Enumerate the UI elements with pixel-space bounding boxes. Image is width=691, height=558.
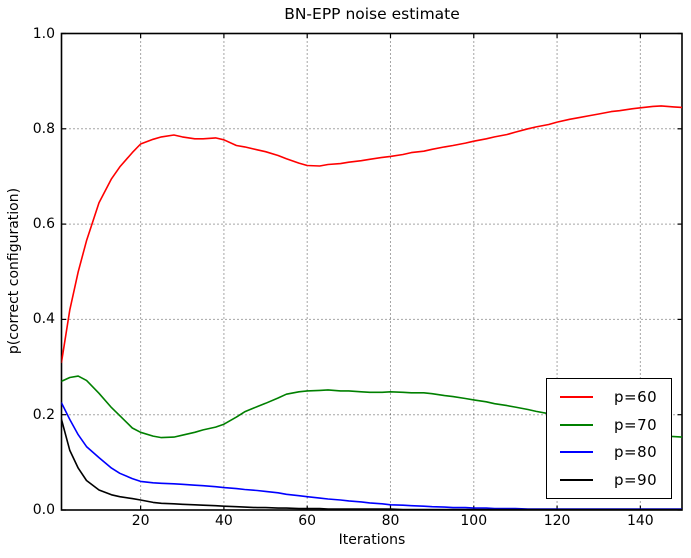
x-tick-label: 100 <box>460 513 488 529</box>
legend: p=60 p=70 p=80 p=90 <box>546 378 672 499</box>
legend-label-p60: p=60 <box>614 387 658 406</box>
series-line-p60 <box>61 105 682 364</box>
legend-entry-p70: p=70 <box>547 413 671 437</box>
legend-entry-p90: p=90 <box>547 468 671 492</box>
legend-entry-p80: p=80 <box>547 440 671 464</box>
legend-line-sample-p70 <box>560 423 593 426</box>
series-line-p90 <box>61 418 682 510</box>
legend-label-p90: p=90 <box>614 471 658 490</box>
x-tick-label: 140 <box>626 513 654 529</box>
legend-entry-p60: p=60 <box>547 385 671 409</box>
y-axis-label: p(correct configuration) <box>6 187 22 355</box>
axes-spines <box>60 32 683 511</box>
y-tick-label: 0.2 <box>32 406 55 423</box>
legend-label-p70: p=70 <box>614 415 658 434</box>
x-tick-label: 80 <box>381 513 400 529</box>
x-axis-label: Iterations <box>338 532 406 548</box>
y-tick-label: 0.4 <box>32 311 55 328</box>
y-tick-label: 0.0 <box>32 502 55 518</box>
legend-line-sample-p60 <box>560 395 593 398</box>
x-tick-label: 60 <box>298 513 317 529</box>
x-tick-label: 120 <box>543 513 571 529</box>
legend-line-sample-p80 <box>560 451 593 454</box>
chart-title: BN-EPP noise estimate <box>284 5 460 23</box>
x-tick-label: 20 <box>131 513 150 529</box>
y-tick-label: 1.0 <box>32 25 55 42</box>
legend-line-sample-p90 <box>560 479 593 482</box>
y-tick-label: 0.8 <box>32 120 55 137</box>
x-tick-label: 40 <box>214 513 233 529</box>
legend-label-p80: p=80 <box>614 443 658 462</box>
y-tick-label: 0.6 <box>32 216 55 233</box>
